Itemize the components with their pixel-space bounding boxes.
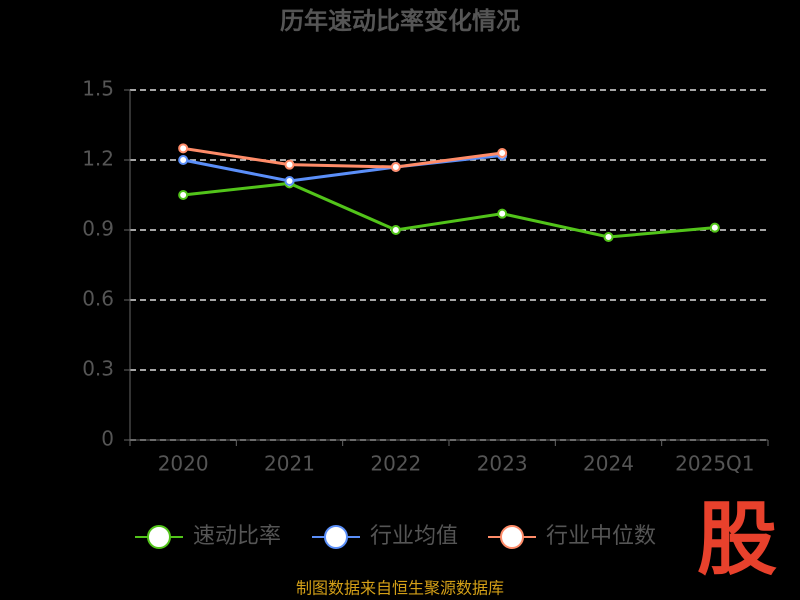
data-point: [284, 176, 295, 186]
data-point: [603, 232, 614, 242]
y-tick-label: 0.6: [82, 287, 114, 311]
source-note: 制图数据来自恒生聚源数据库: [296, 579, 504, 598]
legend-marker: [147, 525, 171, 549]
x-tick-label: 2023: [477, 452, 528, 476]
data-point: [284, 159, 295, 170]
logo: 股: [697, 493, 777, 586]
data-point: [178, 143, 189, 154]
data-point: [497, 148, 508, 158]
series-line: [182, 146, 503, 169]
data-point: [497, 208, 508, 219]
y-tick-label: 0.9: [82, 217, 114, 241]
x-tick-label: 2024: [583, 452, 634, 476]
data-point: [390, 225, 401, 235]
x-tick-label: 2022: [370, 452, 421, 476]
y-tick-label: 0: [101, 427, 114, 451]
y-tick-label: 1.5: [82, 77, 114, 101]
legend-label: 速动比率: [193, 524, 281, 549]
chart-title: 历年速动比率变化情况: [280, 7, 520, 35]
series-line: [183, 181, 715, 239]
x-tick-label: 2025Q1: [675, 452, 754, 476]
legend-marker: [324, 525, 348, 549]
legend-label: 行业均值: [370, 524, 458, 549]
y-tick-label: 1.2: [82, 147, 114, 171]
x-tick-label: 2020: [158, 452, 209, 476]
data-point: [709, 222, 720, 233]
data-point: [178, 155, 189, 165]
legend-label: 行业中位数: [546, 524, 656, 549]
data-point: [390, 162, 401, 172]
y-tick-label: 0.3: [82, 357, 114, 381]
data-point: [178, 190, 189, 200]
x-tick-label: 2021: [264, 452, 315, 476]
legend-marker: [500, 525, 524, 549]
